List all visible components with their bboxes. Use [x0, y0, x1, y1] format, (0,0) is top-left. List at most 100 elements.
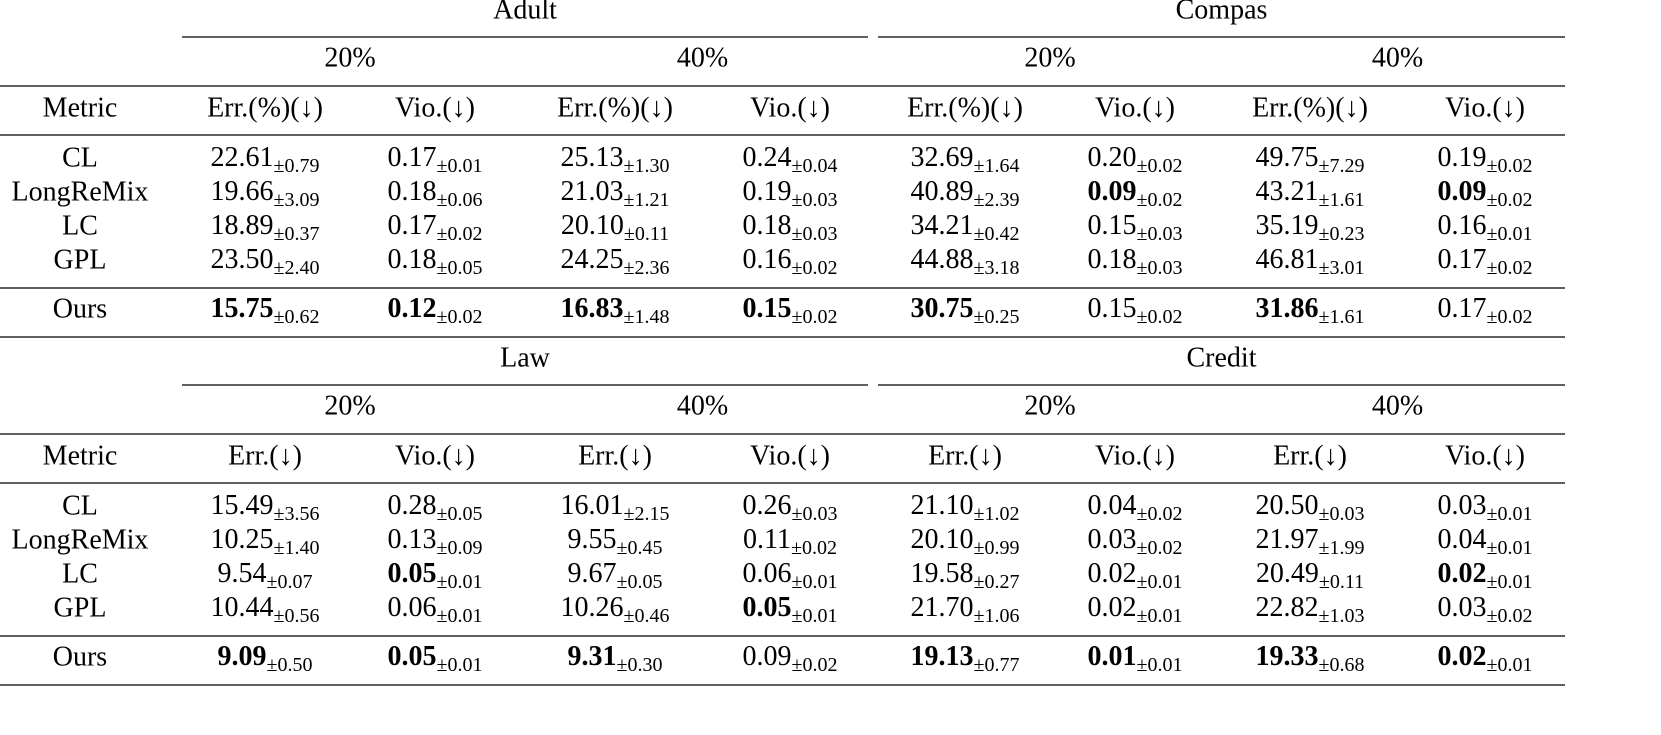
metric-header: Metric [43, 92, 118, 123]
cell-value: 18.89 [211, 210, 274, 241]
cell-std: ±0.02 [437, 223, 483, 245]
cell: 0.02±0.01 [1088, 592, 1183, 626]
cell-value: 21.10 [911, 490, 974, 521]
cell-std: ±0.02 [1487, 155, 1533, 177]
cell-std: ±1.30 [624, 155, 670, 177]
cell-std: ±2.36 [624, 257, 670, 279]
cell: 0.05±0.01 [388, 641, 483, 675]
cell-std: ±0.01 [1487, 571, 1533, 593]
cell-std: ±2.39 [974, 189, 1020, 211]
cell-value: 31.86 [1256, 293, 1319, 324]
cell: 0.26±0.03 [743, 490, 838, 524]
cell: 0.11±0.02 [743, 524, 837, 558]
cell-value: 0.05 [388, 558, 437, 589]
cell: 0.17±0.02 [1438, 293, 1533, 327]
cell-std: ±0.02 [1137, 155, 1183, 177]
cell-value: 0.18 [388, 176, 437, 207]
cell-value: 0.18 [743, 210, 792, 241]
column-header: Err.(↓) [928, 440, 1002, 471]
cell-std: ±1.06 [974, 605, 1020, 627]
cell: 9.09±0.50 [218, 641, 313, 675]
cell-std: ±0.01 [1487, 223, 1533, 245]
cell-value: 24.25 [561, 244, 624, 275]
cell-value: 0.18 [388, 244, 437, 275]
cell: 18.89±0.37 [211, 210, 320, 244]
cell: 0.01±0.01 [1088, 641, 1183, 675]
cell-std: ±0.03 [1137, 223, 1183, 245]
cell: 0.13±0.09 [388, 524, 483, 558]
cell-std: ±0.04 [792, 155, 838, 177]
noise-rate: 40% [1372, 42, 1423, 73]
column-header: Err.(↓) [228, 440, 302, 471]
noise-rate: 20% [324, 42, 375, 73]
cell: 24.25±2.36 [561, 244, 670, 278]
cell-value: 0.12 [388, 293, 437, 324]
cell-value: 0.15 [1088, 293, 1137, 324]
cell: 0.19±0.03 [743, 176, 838, 210]
cell-std: ±0.09 [437, 537, 483, 559]
cell-value: 0.13 [388, 524, 437, 555]
cell-value: 0.03 [1088, 524, 1137, 555]
cell: 19.13±0.77 [911, 641, 1020, 675]
cell-value: 9.55 [568, 524, 617, 555]
cell-value: 21.97 [1256, 524, 1319, 555]
cell-value: 40.89 [911, 176, 974, 207]
cell: 21.70±1.06 [911, 592, 1020, 626]
cell-value: 0.19 [1438, 142, 1487, 173]
cell-value: 0.02 [1438, 641, 1487, 672]
cell: 0.02±0.01 [1088, 558, 1183, 592]
cell-std: ±1.99 [1319, 537, 1365, 559]
cell-value: 0.09 [743, 641, 792, 672]
cell-value: 0.02 [1088, 558, 1137, 589]
cell-value: 20.10 [911, 524, 974, 555]
cell: 0.02±0.01 [1438, 641, 1533, 675]
method-name: GPL [54, 244, 107, 275]
cell: 44.88±3.18 [911, 244, 1020, 278]
cell: 0.03±0.01 [1438, 490, 1533, 524]
cell-std: ±0.01 [792, 571, 838, 593]
cell-value: 0.03 [1438, 490, 1487, 521]
cell-value: 19.66 [211, 176, 274, 207]
cell-value: 0.18 [1088, 244, 1137, 275]
cell-std: ±0.02 [1487, 306, 1533, 328]
cell-std: ±2.40 [274, 257, 320, 279]
cell-std: ±0.42 [974, 223, 1020, 245]
cell-std: ±1.61 [1319, 306, 1365, 328]
noise-rate: 40% [1372, 390, 1423, 421]
cell-value: 49.75 [1256, 142, 1319, 173]
cell-std: ±0.01 [1487, 503, 1533, 525]
cell: 9.67±0.05 [568, 558, 663, 592]
dataset-name: Credit [1187, 342, 1257, 373]
cell-value: 19.58 [911, 558, 974, 589]
cell-value: 9.54 [218, 558, 267, 589]
column-header: Vio.(↓) [395, 92, 475, 123]
cell-value: 0.17 [388, 142, 437, 173]
cell: 16.83±1.48 [561, 293, 670, 327]
method-name: Ours [53, 293, 107, 324]
method-name: Ours [53, 641, 107, 672]
cell-std: ±1.48 [624, 306, 670, 328]
cell-std: ±0.11 [1319, 571, 1364, 593]
cell-std: ±0.02 [1137, 306, 1183, 328]
cell: 19.33±0.68 [1256, 641, 1365, 675]
cell: 15.49±3.56 [211, 490, 320, 524]
cell-std: ±0.01 [437, 571, 483, 593]
column-header: Vio.(↓) [750, 440, 830, 471]
cell-value: 16.83 [561, 293, 624, 324]
cell: 31.86±1.61 [1256, 293, 1365, 327]
cell: 0.03±0.02 [1088, 524, 1183, 558]
cell-std: ±0.02 [791, 537, 837, 559]
cell-std: ±0.02 [792, 257, 838, 279]
cell-std: ±0.01 [1137, 605, 1183, 627]
cell: 0.28±0.05 [388, 490, 483, 524]
cell: 10.44±0.56 [211, 592, 320, 626]
cell: 43.21±1.61 [1256, 176, 1365, 210]
method-name: LC [62, 558, 98, 589]
cell-value: 32.69 [911, 142, 974, 173]
cell: 9.54±0.07 [218, 558, 313, 592]
cell: 34.21±0.42 [911, 210, 1020, 244]
cell: 20.10±0.11 [561, 210, 669, 244]
cell-value: 25.13 [561, 142, 624, 173]
cell-value: 23.50 [211, 244, 274, 275]
noise-rate: 40% [677, 42, 728, 73]
